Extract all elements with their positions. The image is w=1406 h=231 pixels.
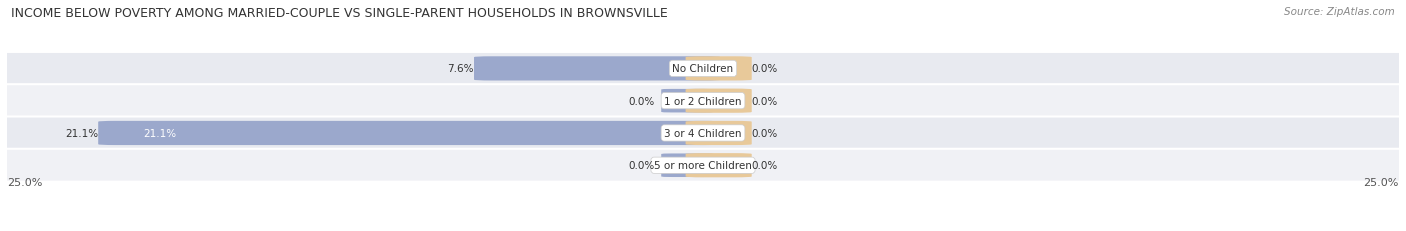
FancyBboxPatch shape [474,57,720,81]
Text: 5 or more Children: 5 or more Children [654,161,752,170]
FancyBboxPatch shape [686,121,752,146]
Text: 1 or 2 Children: 1 or 2 Children [664,96,742,106]
Text: 21.1%: 21.1% [65,128,98,138]
Text: 0.0%: 0.0% [752,96,778,106]
Text: 25.0%: 25.0% [7,177,42,187]
FancyBboxPatch shape [98,121,720,146]
Text: Source: ZipAtlas.com: Source: ZipAtlas.com [1284,7,1395,17]
Text: 7.6%: 7.6% [447,64,474,74]
Text: INCOME BELOW POVERTY AMONG MARRIED-COUPLE VS SINGLE-PARENT HOUSEHOLDS IN BROWNSV: INCOME BELOW POVERTY AMONG MARRIED-COUPL… [11,7,668,20]
FancyBboxPatch shape [686,153,752,178]
Text: 0.0%: 0.0% [752,64,778,74]
Text: 25.0%: 25.0% [1364,177,1399,187]
FancyBboxPatch shape [686,57,752,81]
FancyBboxPatch shape [0,85,1406,118]
Text: 3 or 4 Children: 3 or 4 Children [664,128,742,138]
FancyBboxPatch shape [0,117,1406,150]
FancyBboxPatch shape [661,89,713,113]
Text: No Children: No Children [672,64,734,74]
FancyBboxPatch shape [0,53,1406,85]
Text: 0.0%: 0.0% [752,128,778,138]
FancyBboxPatch shape [661,154,713,177]
Text: 21.1%: 21.1% [143,128,177,138]
FancyBboxPatch shape [686,89,752,113]
FancyBboxPatch shape [0,149,1406,182]
Text: 0.0%: 0.0% [628,96,654,106]
Text: 0.0%: 0.0% [628,161,654,170]
Text: 0.0%: 0.0% [752,161,778,170]
